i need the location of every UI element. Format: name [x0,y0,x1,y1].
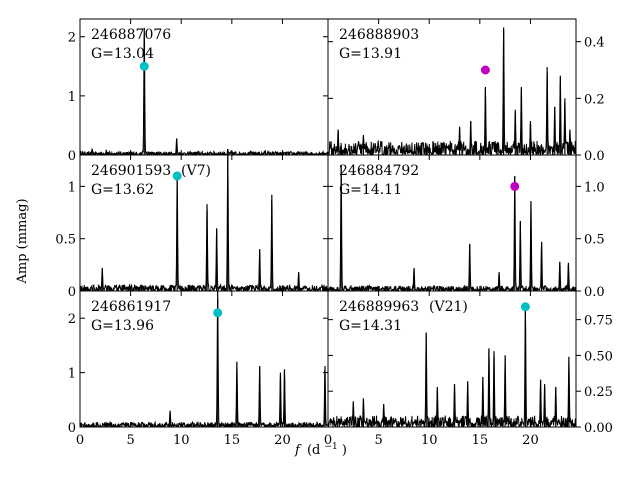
y-tick-label: 1 [68,90,76,105]
panel-magnitude: G=13.62 [91,182,154,198]
x-axis-label-close: ) [342,443,347,458]
panel-246884792: 0.0 0.5 1.0 246884792 G=14.11 [327,154,605,300]
x-tick-label: 0 [324,433,332,448]
panel-star-id: 246887076 [91,27,171,43]
spectrum-line [328,306,576,427]
panel-246901593: 0 0.5 1 246901593 (V7) G=13.62 [55,154,329,300]
panel-magnitude: G=14.31 [339,318,402,334]
y-tick-label: 0.00 [584,421,613,436]
x-axis-label-symbol: f [294,443,302,458]
spectrum-line [328,30,576,155]
panel-246887076: 0 1 2 246887076 G=13.04 [68,18,329,164]
y-tick-label: 0.2 [584,92,605,107]
mode-marker [510,181,520,191]
panel-star-id: 246884792 [339,163,419,179]
x-tick-label: 20 [522,433,539,448]
y-tick-label: 0.4 [584,36,605,51]
panel-246889963: 0 5 10 15 20 0.00 0.25 0.50 0.75 246889963 (V21) G=… [324,290,613,448]
y-tick-label: 0 [68,149,76,164]
panel-magnitude: G=13.91 [339,46,402,62]
y-tick-label: 1 [68,367,76,382]
x-axis-label-exponent: −1 [325,442,338,452]
mode-marker [213,308,223,318]
panel-star-id: 246889963 [339,299,419,315]
panel-frame [327,290,577,428]
y-axis-label: Amp (mmag) [15,198,30,284]
x-axis-label-unit: (d [307,443,320,458]
panel-variable-tag: (V21) [429,299,468,315]
panel-magnitude: G=13.04 [91,46,154,62]
y-tick-label: 1 [68,180,76,195]
y-tick-label: 0 [68,421,76,436]
spectrum-line [80,155,328,291]
panel-star-id: 246888903 [339,27,419,43]
mode-marker [139,61,149,71]
y-tick-label: 2 [68,31,76,46]
y-tick-label: 1.0 [584,180,605,195]
panel-magnitude: G=14.11 [339,182,402,198]
x-tick-label: 15 [224,433,241,448]
x-tick-label: 15 [472,433,489,448]
y-tick-label: 0.5 [55,233,76,248]
panel-star-id: 246901593 [91,163,171,179]
spectrum-line [328,166,576,291]
y-tick-label: 0.25 [584,385,613,400]
y-tick-label: 2 [68,312,76,327]
x-axis-label: f (d −1 ) [294,438,347,458]
y-tick-label: 0 [68,285,76,300]
y-tick-label: 0.5 [584,233,605,248]
mode-marker [480,65,490,75]
x-tick-label: 0 [76,433,84,448]
y-tick-label: 0.50 [584,349,613,364]
panel-magnitude: G=13.96 [91,318,154,334]
mode-marker [520,302,530,312]
panel-star-id: 246861917 [91,299,171,315]
x-tick-label: 5 [126,433,134,448]
x-tick-label: 5 [374,433,382,448]
panel-variable-tag: (V7) [181,163,211,179]
x-tick-label: 10 [173,433,190,448]
y-tick-label: 0.0 [584,285,605,300]
panel-246888903: 0.0 0.2 0.4 246888903 G=13.91 [327,18,605,164]
y-tick-label: 0.75 [584,314,613,329]
y-tick-label: 0.0 [584,149,605,164]
panel-246861917: 0 5 10 15 20 0 1 2 246861917 G=13.96 [68,290,329,448]
x-tick-label: 20 [274,433,291,448]
mode-marker [172,171,182,181]
x-tick-label: 10 [421,433,438,448]
